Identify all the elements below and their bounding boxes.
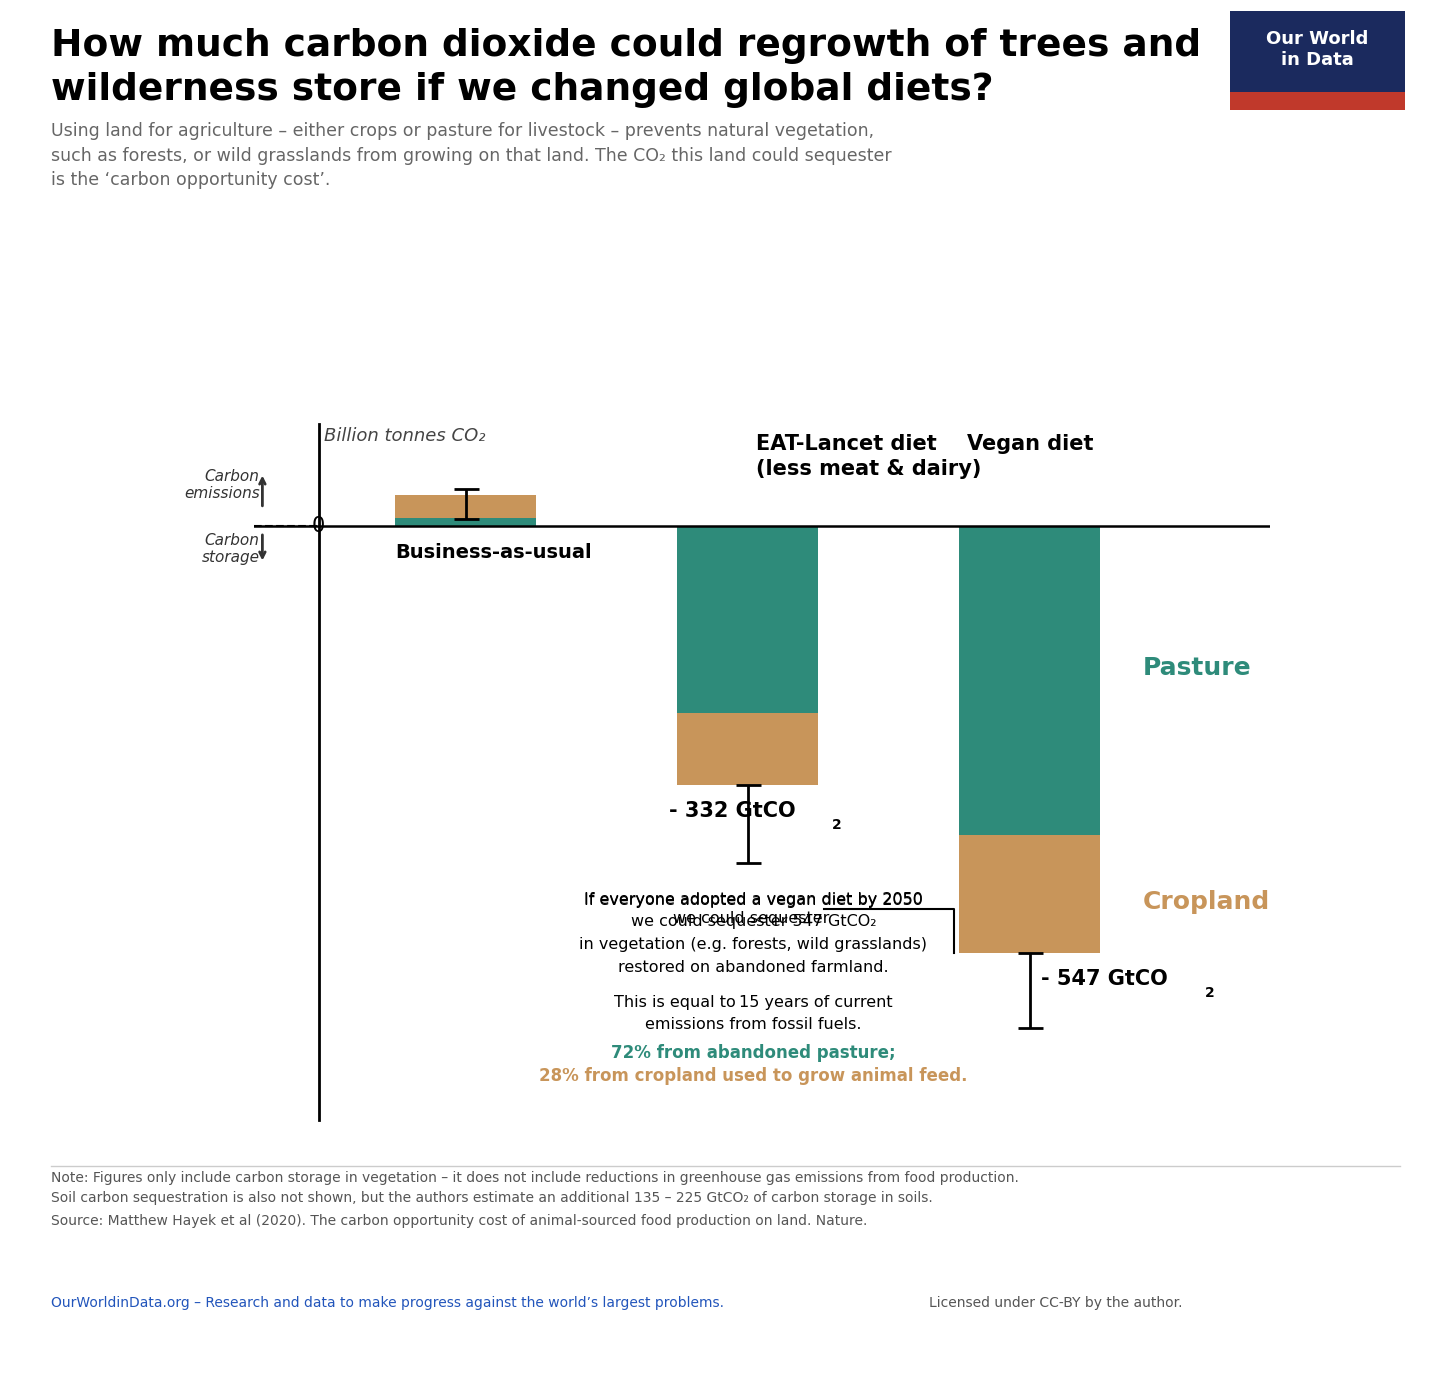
- Bar: [395, 495, 535, 517]
- Text: Note: Figures only include carbon storage in vegetation – it does not include re: Note: Figures only include carbon storag…: [51, 1171, 1019, 1205]
- Text: - 547 GtCO: - 547 GtCO: [1042, 970, 1168, 989]
- Text: Cropland: Cropland: [1143, 890, 1270, 914]
- Text: OurWorldinData.org – Research and data to make progress against the world’s larg: OurWorldinData.org – Research and data t…: [51, 1296, 724, 1310]
- Text: 2: 2: [1204, 986, 1214, 1000]
- Text: Source: Matthew Hayek et al (2020). The carbon opportunity cost of animal-source: Source: Matthew Hayek et al (2020). The …: [51, 1214, 868, 1228]
- Text: EAT-Lancet diet
(less meat & dairy): EAT-Lancet diet (less meat & dairy): [756, 434, 981, 480]
- Bar: [959, 835, 1100, 953]
- Text: Carbon
emissions: Carbon emissions: [184, 469, 260, 501]
- Bar: [959, 526, 1100, 835]
- Text: If everyone adopted a vegan diet by 2050: If everyone adopted a vegan diet by 2050: [583, 892, 923, 907]
- Text: 2: 2: [833, 818, 842, 832]
- Text: This is equal to 15 years of current: This is equal to 15 years of current: [614, 995, 892, 1010]
- Text: restored on abandoned farmland.: restored on abandoned farmland.: [618, 960, 888, 975]
- Text: Using land for agriculture – either crops or pasture for livestock – prevents na: Using land for agriculture – either crop…: [51, 122, 891, 189]
- Text: in vegetation (e.g. forests, wild grasslands): in vegetation (e.g. forests, wild grassl…: [579, 938, 927, 951]
- Text: Pasture: Pasture: [1143, 657, 1251, 680]
- Bar: [678, 714, 818, 786]
- Text: 0: 0: [311, 516, 325, 536]
- Text: 72% from abandoned pasture;: 72% from abandoned pasture;: [611, 1045, 895, 1061]
- Text: Licensed under CC-BY by the author.: Licensed under CC-BY by the author.: [929, 1296, 1183, 1310]
- Text: If everyone adopted a vegan diet by 2050
we could sequester: If everyone adopted a vegan diet by 2050…: [583, 893, 923, 925]
- Text: How much carbon dioxide could regrowth of trees and: How much carbon dioxide could regrowth o…: [51, 28, 1201, 64]
- Text: Billion tonnes CO₂: Billion tonnes CO₂: [325, 427, 486, 445]
- Text: - 332 GtCO: - 332 GtCO: [669, 801, 795, 821]
- Bar: [678, 526, 818, 714]
- Text: Business-as-usual: Business-as-usual: [395, 542, 592, 562]
- Bar: [395, 517, 535, 526]
- Text: emissions from fossil fuels.: emissions from fossil fuels.: [646, 1017, 862, 1032]
- Text: we could sequester ​547 GtCO₂: we could sequester ​547 GtCO₂: [631, 914, 876, 929]
- Text: wilderness store if we changed global diets?: wilderness store if we changed global di…: [51, 72, 994, 108]
- Text: 28% from cropland used to grow animal feed.: 28% from cropland used to grow animal fe…: [540, 1067, 968, 1085]
- Text: Vegan diet: Vegan diet: [966, 434, 1093, 455]
- Text: Our World
in Data: Our World in Data: [1267, 31, 1368, 70]
- Text: Carbon
storage: Carbon storage: [202, 533, 260, 566]
